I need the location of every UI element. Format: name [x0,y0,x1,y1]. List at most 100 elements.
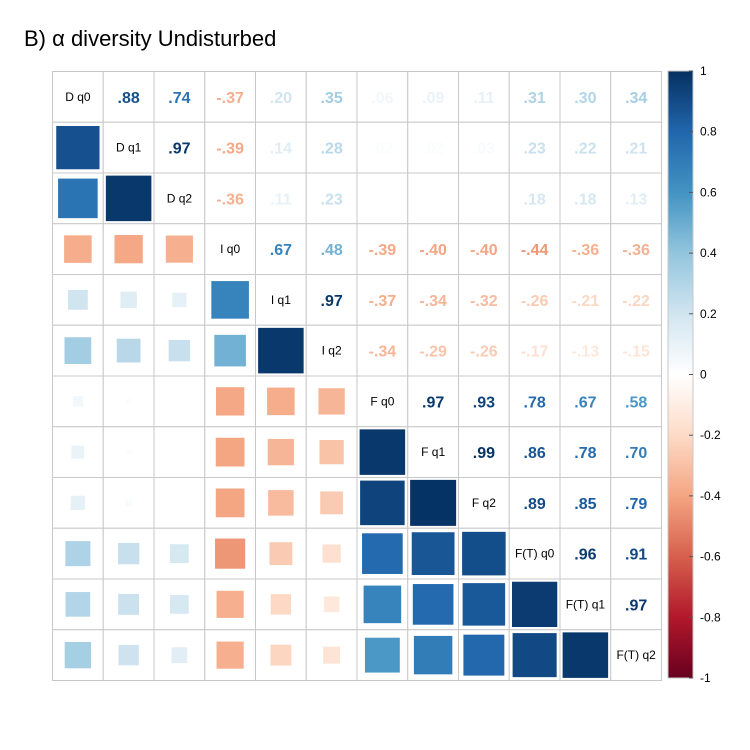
grid-cell [305,477,358,529]
correlation-value: -.44 [521,242,549,259]
correlation-value: -.39 [369,242,397,259]
grid-cell [153,477,206,529]
colorbar-tick-label: 1 [700,64,707,78]
correlation-value: .70 [625,445,647,462]
correlation-square [170,645,189,665]
grid-cell [52,324,104,377]
correlation-square [116,541,141,566]
grid-cell [458,71,510,123]
correlation-square [213,537,247,571]
correlation-value: -.40 [419,242,447,259]
correlation-square [62,233,94,265]
correlation-square [118,290,139,310]
colorbar-tick-label: -0.2 [700,428,721,442]
grid-cell [102,71,155,123]
grid-cell [153,71,206,123]
correlation-square [256,326,306,375]
grid-cell [407,426,459,478]
grid-cell [559,324,612,377]
correlation-value: .23 [321,191,343,208]
correlation-square [123,497,134,508]
correlation-value: .14 [270,141,292,158]
correlation-square [408,478,458,528]
grid-cell [305,223,358,275]
correlation-square [56,177,100,220]
correlation-value: -.26 [470,344,498,361]
grid-cell [305,121,358,174]
correlation-value: .97 [422,394,444,411]
correlation-value: -.32 [470,293,498,310]
correlation-square [64,590,92,619]
grid-cell [356,172,409,225]
correlation-square [168,593,191,616]
correlation-square [461,581,507,628]
grid-cell [610,121,662,174]
correlation-value: .97 [321,293,343,310]
correlation-value: -.36 [216,191,244,208]
correlation-value: .06 [371,90,393,107]
diagonal-label: D q2 [167,191,193,205]
diagonal-label: D q0 [65,90,91,104]
correlation-value: .11 [270,191,291,208]
grid-cell [458,477,510,529]
correlation-value: -.26 [521,293,549,310]
correlation-square [124,397,133,406]
correlation-square [412,634,454,676]
correlation-value: -.40 [470,242,498,259]
correlation-value: .78 [524,394,546,411]
correlation-square [104,174,153,223]
correlation-value: .97 [625,597,647,614]
correlation-value: -.36 [572,242,600,259]
correlation-square [511,631,559,679]
correlation-value: .74 [168,90,190,107]
correlation-value: .97 [168,141,190,158]
grid-cell [305,172,358,225]
correlation-value: .31 [524,90,546,107]
correlation-square [215,589,246,620]
correlation-square [170,291,189,309]
diagonal-label: F(T) q1 [566,597,606,611]
correlation-value: .96 [574,547,596,564]
grid-cell [255,172,307,225]
correlation-value: .78 [574,445,596,462]
correlation-value: -.36 [622,242,650,259]
grid-cell [610,527,662,580]
grid-cell [508,426,561,478]
correlation-value: -.34 [419,293,447,310]
grid-cell [102,121,155,174]
grid-cell [407,71,459,123]
colorbar-tick-label: 0.8 [700,125,717,139]
grid-cell [610,629,662,681]
correlation-value: .28 [321,141,343,158]
correlation-square [358,427,407,477]
correlation-square [164,234,195,265]
correlation-square [124,447,133,457]
correlation-square [63,335,93,366]
grid-cell [508,477,561,529]
grid-cell [255,274,307,326]
correlation-value: .03 [473,141,495,158]
diagonal-label: F q1 [421,445,445,459]
diagonal-label: F(T) q0 [515,547,555,561]
correlation-square [363,636,402,675]
colorbar-tick-label: -0.4 [700,489,721,503]
colorbar-tick-label: -0.8 [700,610,721,624]
correlation-square [112,233,145,265]
grid-cell [153,426,206,478]
correlation-square [321,543,343,565]
grid-cell [559,527,612,580]
grid-cell [153,375,206,428]
correlation-square [214,436,246,468]
correlation-value: -.34 [369,344,397,361]
grid-cell [610,375,662,428]
grid-cell [305,274,358,326]
correlation-value: .88 [118,90,140,107]
correlation-square [265,386,297,417]
grid-cell [255,223,307,275]
grid-cell [610,223,662,275]
correlation-value: .09 [422,90,444,107]
correlation-square [167,338,192,363]
correlation-square [318,489,345,516]
grid-cell [559,121,612,174]
correlation-square [318,438,346,466]
